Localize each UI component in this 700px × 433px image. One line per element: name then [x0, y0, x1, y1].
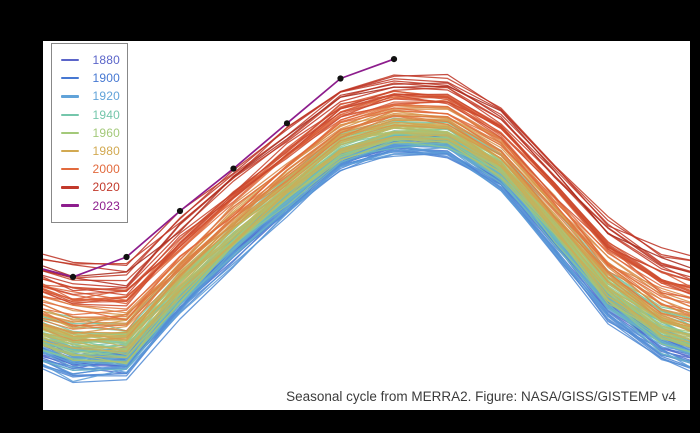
legend-year-label: 1880 — [92, 53, 120, 68]
legend-year-label: 1980 — [92, 144, 120, 159]
month-marker-2023 — [176, 207, 184, 215]
year-line-2012 — [43, 98, 690, 296]
year-line-2022 — [43, 85, 690, 278]
year-line-1968 — [43, 138, 690, 359]
legend-item-2020: 2020 — [61, 178, 120, 196]
year-line-1992 — [43, 114, 690, 332]
chart-legend: 1880 1900 1920 1940 1960 1980 2000 2020 2023 — [51, 43, 128, 223]
month-marker-2023 — [337, 75, 344, 82]
year-line-2009 — [43, 93, 690, 303]
year-line-2013 — [43, 93, 690, 296]
year-line-1972 — [43, 126, 690, 348]
legend-year-label: 1940 — [92, 107, 120, 122]
month-marker-2023 — [230, 165, 237, 172]
legend-item-1920: 1920 — [61, 87, 120, 105]
year-line-2021 — [43, 82, 690, 287]
legend-line-swatch — [61, 168, 79, 171]
year-line-1909 — [43, 153, 690, 384]
legend-item-1960: 1960 — [61, 124, 120, 142]
year-line-2019 — [43, 78, 690, 273]
legend-item-1980: 1980 — [61, 142, 120, 160]
legend-item-2023: 2023 — [61, 197, 120, 215]
legend-item-1940: 1940 — [61, 106, 120, 124]
year-line-1976 — [43, 136, 690, 353]
legend-line-swatch — [61, 204, 79, 207]
legend-line-swatch — [61, 186, 79, 189]
legend-line-swatch — [61, 113, 79, 116]
legend-year-label: 1920 — [92, 89, 120, 104]
legend-item-1880: 1880 — [61, 51, 120, 69]
month-marker-2023 — [390, 56, 398, 63]
legend-line-swatch — [61, 77, 79, 80]
legend-item-1900: 1900 — [61, 69, 120, 87]
legend-line-swatch — [61, 95, 79, 98]
year-line-2023 — [43, 58, 395, 278]
year-line-1985 — [43, 124, 690, 342]
seasonal-cycle-chart — [43, 56, 690, 384]
legend-year-label: 1960 — [92, 125, 120, 140]
year-line-1951 — [43, 132, 690, 345]
year-line-1975 — [43, 134, 690, 342]
legend-year-label: 2020 — [92, 180, 120, 195]
year-line-1933 — [43, 142, 690, 365]
legend-line-swatch — [61, 58, 79, 62]
year-line-2020 — [43, 73, 690, 267]
legend-item-2000: 2000 — [61, 160, 120, 178]
year-line-1916 — [43, 146, 690, 374]
plot-area: 1880 1900 1920 1940 1960 1980 2000 2020 2023 Sea… — [43, 41, 690, 410]
year-line-1971 — [43, 131, 690, 352]
legend-year-label: 2023 — [92, 198, 120, 213]
month-marker-2023 — [69, 273, 77, 280]
year-line-1999 — [43, 110, 690, 316]
year-line-2000 — [43, 107, 690, 321]
chart-caption: Seasonal cycle from MERRA2. Figure: NASA… — [286, 389, 676, 404]
month-marker-2023 — [283, 120, 291, 127]
year-line-1917 — [43, 151, 690, 383]
legend-year-label: 1900 — [92, 71, 120, 86]
legend-line-swatch — [61, 149, 79, 153]
month-marker-2023 — [123, 253, 130, 261]
year-line-1965 — [43, 137, 690, 363]
year-line-1982 — [43, 121, 690, 341]
legend-year-label: 2000 — [92, 162, 120, 177]
year-line-1984 — [43, 119, 690, 334]
legend-line-swatch — [61, 131, 79, 134]
year-line-2002 — [43, 95, 690, 301]
